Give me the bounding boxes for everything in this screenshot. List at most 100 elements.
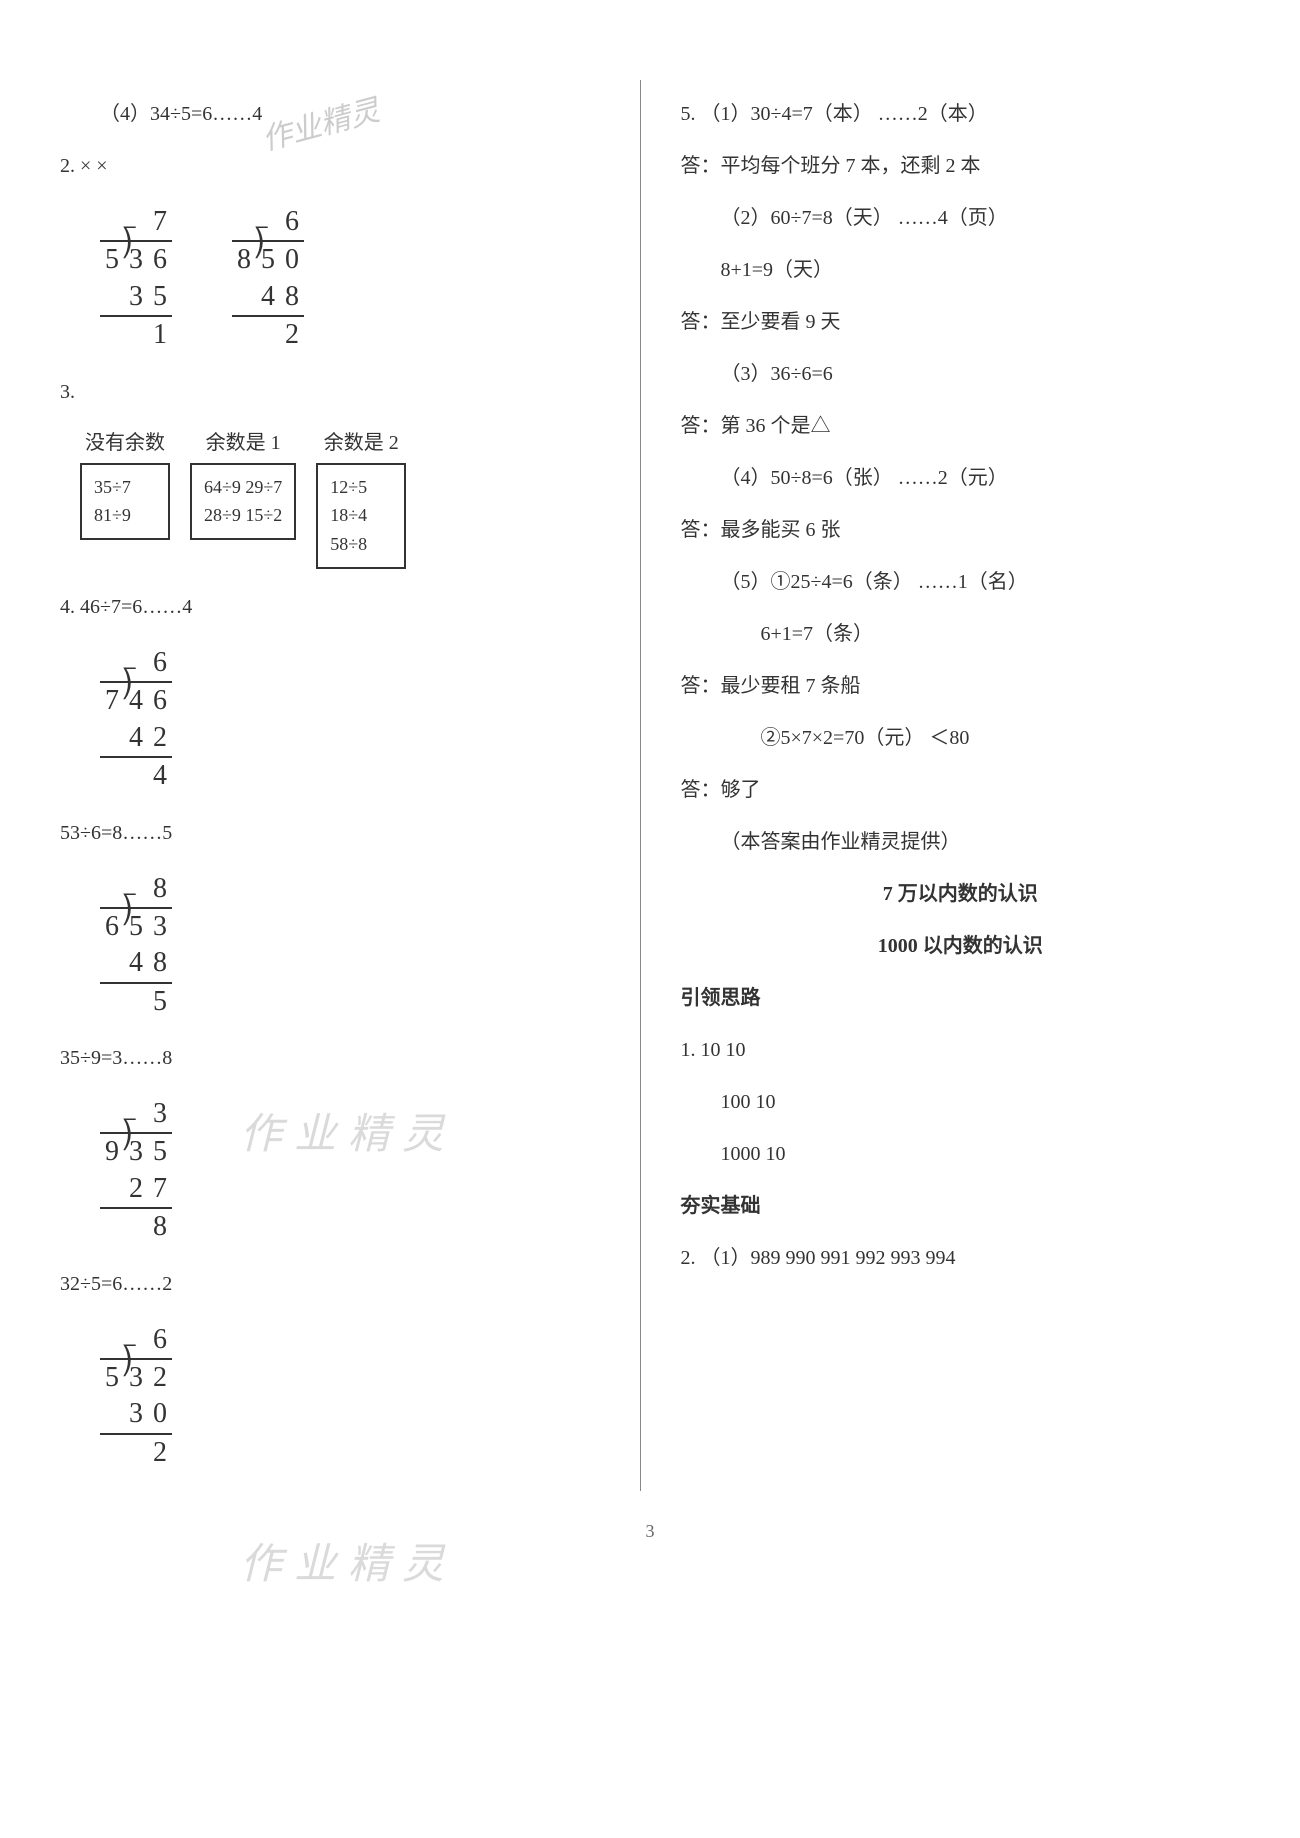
r-line: 答：最少要租 7 条船 [681,668,1241,704]
longdiv-d: ⟌ 8 653 48 5 [100,871,172,1021]
remainder: 1 [148,316,172,353]
sub-digit: 5 [148,279,172,316]
division-bracket-icon: ⟌ [122,669,136,707]
sec3-col-1: 余数是 1 64÷9 29÷7 28÷9 15÷2 [190,426,296,569]
longdiv-f: ⟌ 6 532 30 2 [100,1322,172,1472]
section-b: 夯实基础 [681,1188,1241,1224]
longdiv-row-f: ⟌ 6 532 30 2 [100,1322,620,1472]
sec3-box: 12÷5 18÷4 58÷8 [316,463,406,569]
longdiv-e: ⟌ 3 935 27 8 [100,1096,172,1246]
sub-digit: 7 [148,1171,172,1208]
sec3-box: 35÷7 81÷9 [80,463,170,541]
r-line: （4）50÷8=6（张） ……2（元） [681,460,1241,496]
longdiv-row-e: ⟌ 3 935 27 8 [100,1096,620,1246]
dividend-digit: 6 [148,241,172,278]
divisor: 6 [100,908,124,945]
eq-f: 32÷5=6……2 [60,1266,620,1302]
eq-e: 35÷9=3……8 [60,1040,620,1076]
quotient: 6 [280,204,304,241]
sec3-col-2: 余数是 2 12÷5 18÷4 58÷8 [316,426,406,569]
page-number: 3 [40,1521,1260,1542]
divisor: 9 [100,1133,124,1170]
quotient: 3 [148,1096,172,1133]
r-line: ②5×7×2=70（元） ＜80 [681,720,1241,756]
sub-digit: 2 [148,720,172,757]
remainder: 8 [148,1208,172,1245]
division-bracket-icon: ⟌ [254,228,268,266]
r-line: （本答案由作业精灵提供） [681,824,1241,860]
division-bracket-icon: ⟌ [122,228,136,266]
r-line: （2）60÷7=8（天） ……4（页） [681,200,1241,236]
remainder: 2 [148,1434,172,1471]
sec3-box: 64÷9 29÷7 28÷9 15÷2 [190,463,296,541]
sub-digit: 3 [124,279,148,316]
sec3-header: 余数是 2 [316,426,406,455]
section-a: 引领思路 [681,980,1241,1016]
divisor: 8 [232,241,256,278]
sub-digit: 2 [124,1171,148,1208]
r-line: 答：够了 [681,772,1241,808]
section3-table: 没有余数 35÷7 81÷9 余数是 1 64÷9 29÷7 28÷9 15÷2… [80,426,620,569]
quotient: 7 [148,204,172,241]
r-line: 5. （1）30÷4=7（本） ……2（本） [681,96,1241,132]
sb-line: 2. （1）989 990 991 992 993 994 [681,1240,1241,1276]
page-content: （4）34÷5=6……4 2. × × ⟌ 7 536 35 1 ⟌ 6 850… [40,80,1260,1491]
box-item: 28÷9 15÷2 [204,501,282,530]
divisor: 5 [100,1359,124,1396]
sub-digit: 0 [148,1396,172,1433]
r-line: 答：至少要看 9 天 [681,304,1241,340]
sa-line: 1000 10 [681,1136,1241,1172]
box-item: 58÷8 [330,530,392,559]
longdiv-c: ⟌ 6 746 42 4 [100,645,172,795]
divisor: 7 [100,682,124,719]
r-line: 答：第 36 个是△ [681,408,1241,444]
box-item: 18÷4 [330,501,392,530]
divisor: 5 [100,241,124,278]
r-line: （5）①25÷4=6（条） ……1（名） [681,564,1241,600]
longdiv-row-c: ⟌ 6 746 42 4 [100,645,620,795]
q4-label: 4. 46÷7=6……4 [60,589,620,625]
quotient: 6 [148,645,172,682]
remainder: 4 [148,757,172,794]
box-item: 64÷9 29÷7 [204,473,282,502]
r-line: 答：平均每个班分 7 本，还剩 2 本 [681,148,1241,184]
sub-digit: 3 [124,1396,148,1433]
dividend-digit: 2 [148,1359,172,1396]
longdiv-a: ⟌ 7 536 35 1 [100,204,172,354]
q2-marks: 2. × × [60,148,620,184]
r-line: 答：最多能买 6 张 [681,512,1241,548]
right-column: 5. （1）30÷4=7（本） ……2（本） 答：平均每个班分 7 本，还剩 2… [661,80,1261,1491]
sub-digit: 4 [124,720,148,757]
sec3-header: 没有余数 [80,426,170,455]
quotient: 8 [148,871,172,908]
left-column: （4）34÷5=6……4 2. × × ⟌ 7 536 35 1 ⟌ 6 850… [40,80,641,1491]
r-line: （3）36÷6=6 [681,356,1241,392]
box-item: 12÷5 [330,473,392,502]
q1-4: （4）34÷5=6……4 [60,96,620,132]
dividend-digit: 6 [148,682,172,719]
q3-label: 3. [60,374,620,410]
remainder: 2 [280,316,304,353]
r-line: 6+1=7（条） [681,616,1241,652]
sa-line: 1. 10 10 [681,1032,1241,1068]
dividend-digit: 0 [280,241,304,278]
r-line: 8+1=9（天） [681,252,1241,288]
subtitle: 1000 以内数的认识 [681,928,1241,964]
division-bracket-icon: ⟌ [122,895,136,933]
chapter-title: 7 万以内数的认识 [681,876,1241,912]
eq-d: 53÷6=8……5 [60,815,620,851]
sec3-header: 余数是 1 [190,426,296,455]
dividend-digit: 3 [148,908,172,945]
sec3-col-0: 没有余数 35÷7 81÷9 [80,426,170,569]
longdiv-b: ⟌ 6 850 48 2 [232,204,304,354]
remainder: 5 [148,983,172,1020]
longdiv-row-1: ⟌ 7 536 35 1 ⟌ 6 850 48 2 [100,204,620,354]
division-bracket-icon: ⟌ [122,1346,136,1384]
box-item: 81÷9 [94,501,156,530]
sub-digit: 8 [148,945,172,982]
quotient: 6 [148,1322,172,1359]
dividend-digit: 5 [148,1133,172,1170]
longdiv-row-d: ⟌ 8 653 48 5 [100,871,620,1021]
sub-digit: 4 [256,279,280,316]
box-item: 35÷7 [94,473,156,502]
